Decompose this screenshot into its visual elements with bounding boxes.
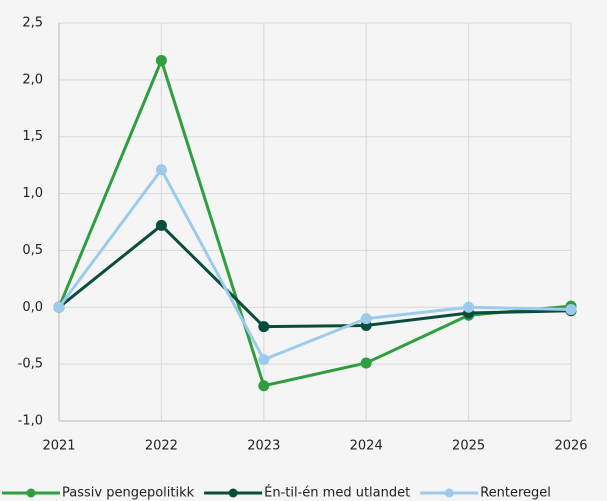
series-line	[57, 166, 572, 362]
y-tick-label: 1,5	[22, 129, 43, 144]
legend-label: Renteregel	[480, 486, 551, 501]
x-tick-label: 2025	[452, 439, 485, 454]
legend-marker	[444, 488, 454, 498]
data-point	[360, 357, 372, 369]
x-tick-label: 2023	[247, 439, 280, 454]
y-tick-label: 0,0	[22, 300, 43, 315]
data-point	[155, 55, 167, 67]
y-tick-label: 1,0	[22, 186, 43, 201]
x-tick-label: 2021	[42, 439, 75, 454]
data-point	[258, 380, 270, 392]
data-point	[258, 354, 270, 366]
data-point	[53, 301, 65, 313]
y-tick-label: 0,5	[22, 243, 43, 258]
data-point	[463, 301, 475, 313]
x-tick-label: 2024	[350, 439, 383, 454]
x-tick-label: 2022	[145, 439, 178, 454]
data-point	[360, 313, 372, 325]
data-point	[258, 321, 270, 333]
legend-marker	[26, 488, 36, 498]
data-point	[155, 164, 167, 176]
legend-marker	[228, 488, 238, 498]
series-line	[57, 56, 572, 388]
x-tick-label: 2026	[554, 439, 587, 454]
data-point	[565, 304, 577, 316]
y-tick-label: -0,5	[18, 357, 43, 372]
series-line	[58, 223, 572, 329]
legend-label: Én-til-én med utlandet	[264, 485, 410, 501]
y-tick-label: -1,0	[18, 414, 43, 429]
data-point	[155, 219, 167, 231]
y-tick-label: 2,5	[22, 16, 43, 31]
y-tick-label: 2,0	[22, 72, 43, 87]
legend-label: Passiv pengepolitikk	[62, 486, 195, 501]
